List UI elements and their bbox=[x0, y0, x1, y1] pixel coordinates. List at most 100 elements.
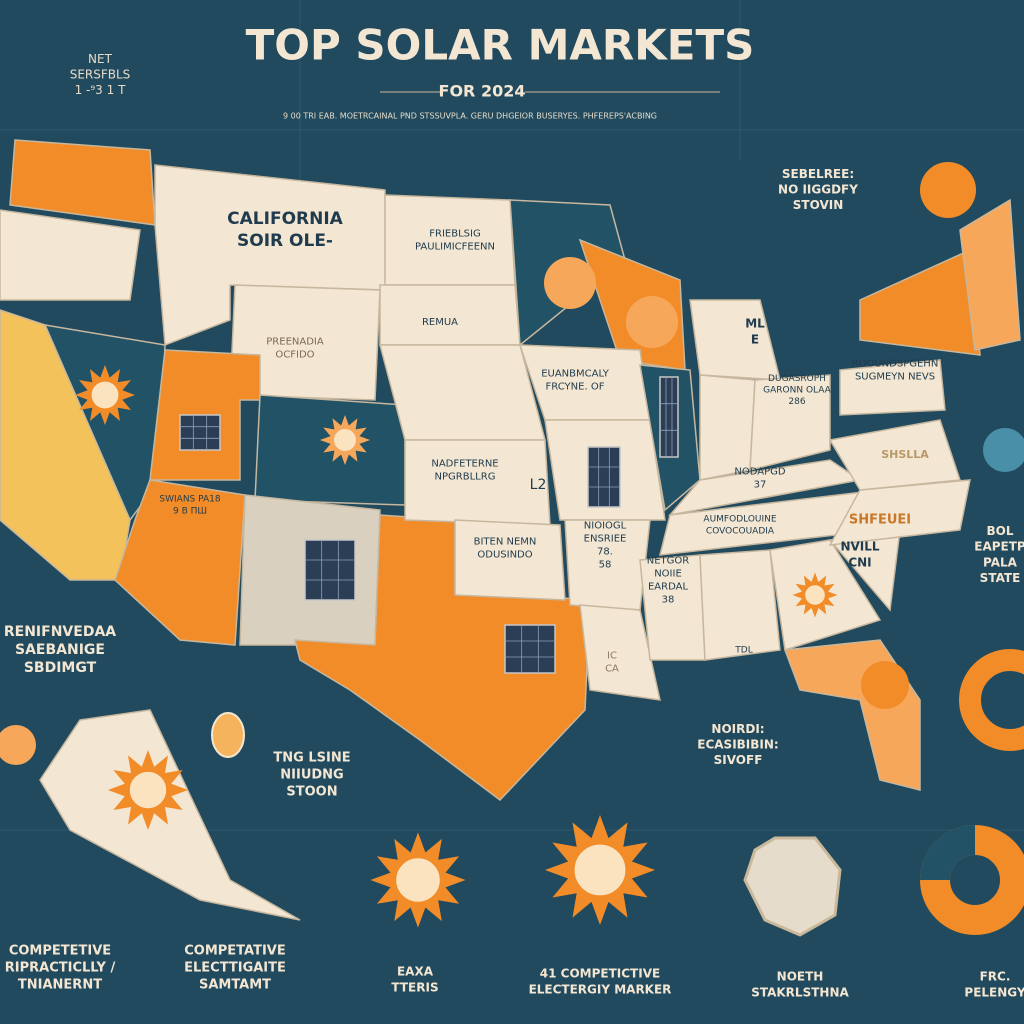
map-label: NADFETERNE bbox=[431, 459, 498, 470]
state-shape bbox=[39, 709, 301, 921]
map-label: TNG LSINE bbox=[273, 751, 350, 766]
map-label: 58 bbox=[599, 560, 612, 571]
state-shape bbox=[384, 194, 516, 286]
solar-panel bbox=[587, 446, 621, 508]
sun-core bbox=[89, 379, 121, 411]
state-shape bbox=[699, 374, 756, 481]
map-label: SBDIMGT bbox=[24, 660, 97, 676]
map-label: NPGRBLLRG bbox=[435, 472, 496, 483]
map-label: OCFIDO bbox=[275, 350, 314, 361]
sun-core bbox=[127, 769, 169, 811]
map-label: STOVIN bbox=[793, 198, 844, 212]
sun-core bbox=[394, 856, 442, 904]
sun-core bbox=[572, 842, 628, 898]
map-label: COVOCOUADIA bbox=[706, 526, 775, 536]
map-label: ROOUNDSPGEHN bbox=[852, 359, 939, 370]
ring bbox=[959, 649, 1024, 751]
map-label: EUANBMCALY bbox=[541, 369, 610, 380]
map-label: ELECTERGIY MARKER bbox=[529, 982, 672, 996]
map-label: E bbox=[751, 332, 759, 346]
map-label: SIVOFF bbox=[714, 753, 763, 767]
state-shape bbox=[839, 359, 946, 416]
map-label: SUGMEYN NEVS bbox=[855, 372, 935, 383]
map-label: RIPRACTICLLY / bbox=[5, 961, 116, 976]
state-shape bbox=[959, 198, 1021, 351]
state-shape bbox=[859, 248, 981, 356]
map-label: COMPETATIVE bbox=[184, 944, 286, 959]
badge bbox=[920, 162, 976, 218]
solar-panel bbox=[179, 414, 221, 451]
solar-panel bbox=[304, 539, 356, 601]
map-label: ML bbox=[745, 317, 765, 331]
map-label: REMUA bbox=[422, 317, 458, 328]
map-label: IC bbox=[607, 651, 617, 662]
badge bbox=[983, 428, 1024, 472]
map-label: SHSLLA bbox=[881, 448, 929, 461]
badge bbox=[861, 661, 909, 709]
map-label: 78. bbox=[597, 547, 613, 558]
map-label: ENSRIEE bbox=[584, 534, 627, 545]
map-label: SHFEUEI bbox=[849, 513, 911, 528]
map-label: 38 bbox=[662, 595, 675, 606]
map-label: FRC. bbox=[980, 970, 1011, 984]
map-label: EAPETP bbox=[974, 540, 1024, 554]
bulb bbox=[211, 712, 245, 758]
map-label: ODUSINDO bbox=[477, 550, 532, 561]
map-label: PELENGY bbox=[964, 985, 1024, 999]
solar-panel bbox=[659, 376, 679, 458]
map-label: 1 -⁹3 1 T bbox=[75, 83, 126, 97]
map-label: GARONN OLAA bbox=[763, 386, 832, 396]
map-label: SAMTAMT bbox=[199, 977, 271, 992]
map-label: CA bbox=[605, 664, 619, 675]
map-label: 37 bbox=[754, 480, 767, 491]
map-label: 41 COMPETICTIVE bbox=[540, 967, 660, 981]
map-label: NIIUDNG bbox=[280, 768, 343, 783]
map-label: SWIANS PA18 bbox=[159, 495, 220, 505]
octagon-icon bbox=[743, 836, 842, 937]
map-label: TDL bbox=[734, 646, 752, 656]
map-label: EAXA bbox=[397, 965, 434, 979]
map-label: EARDAL bbox=[648, 582, 688, 593]
title: TOP SOLAR MARKETS bbox=[246, 21, 755, 70]
map-label: NOIRDI: bbox=[711, 722, 764, 736]
donut-segment bbox=[920, 825, 976, 881]
map-label: TNIANERNT bbox=[18, 977, 102, 992]
map-label: CNI bbox=[848, 555, 871, 569]
map-label: RENIFNVEDAA bbox=[4, 624, 116, 640]
map-label: NVILL bbox=[840, 540, 879, 554]
state-shape bbox=[379, 284, 521, 346]
map-label: AUMFODLOUINE bbox=[703, 515, 776, 525]
state-shape bbox=[749, 374, 831, 471]
map-label: NODAPGD bbox=[734, 467, 785, 478]
badge bbox=[544, 257, 596, 309]
map-label: NOETH bbox=[777, 970, 824, 984]
map-label: NO IIGGDFY bbox=[778, 183, 858, 197]
state-shape bbox=[0, 209, 141, 301]
state-shape bbox=[379, 344, 546, 441]
state-shape bbox=[699, 549, 781, 661]
map-label: COMPETETIVE bbox=[9, 944, 111, 959]
map-label: TTERIS bbox=[391, 980, 438, 994]
map-label: FRCYNE. OF bbox=[546, 382, 605, 393]
map-label: NOIIE bbox=[654, 569, 682, 580]
map-label: SERSFBLS bbox=[70, 68, 131, 82]
sun-core bbox=[332, 427, 358, 453]
map-label: SAEBANIGE bbox=[15, 642, 105, 658]
map-label: STOON bbox=[286, 784, 337, 799]
map bbox=[0, 139, 1021, 921]
sun-core bbox=[803, 583, 827, 607]
map-label: 9 B ПШ bbox=[173, 506, 207, 516]
state-shape bbox=[828, 419, 962, 491]
map-label: NIOIOGL bbox=[584, 521, 627, 532]
map-label: BITEN NEMN bbox=[474, 537, 537, 548]
map-label: ECASIBIBIN: bbox=[697, 738, 778, 752]
map-label: ELECTTIGAITE bbox=[184, 961, 286, 976]
map-label: NETGOR bbox=[647, 556, 690, 567]
map-label: NET bbox=[88, 52, 113, 66]
badge bbox=[626, 296, 678, 348]
map-label: SEBELREE: bbox=[782, 167, 854, 181]
icons bbox=[0, 162, 1024, 937]
map-label: FRIEBLSIG bbox=[429, 229, 480, 240]
